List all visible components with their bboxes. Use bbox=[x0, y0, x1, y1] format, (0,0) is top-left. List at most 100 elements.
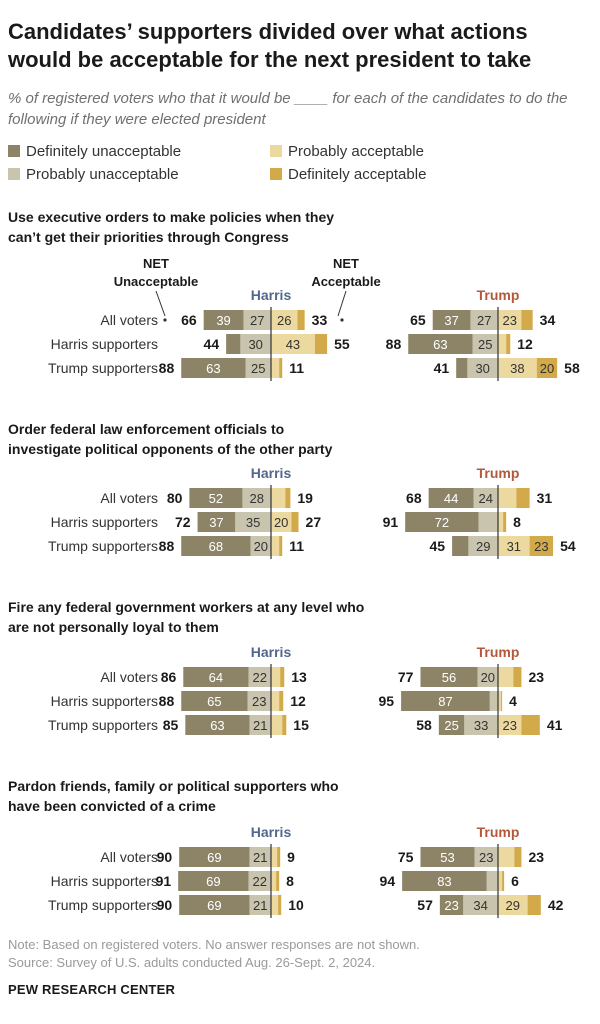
segment-value-label: 23 bbox=[444, 898, 458, 913]
legend-item-definitely-unacceptable: Definitely unacceptable bbox=[8, 142, 181, 162]
bar-segment-def-unacc bbox=[181, 691, 248, 711]
segment-value-label: 25 bbox=[251, 361, 265, 376]
net-acceptable-value: 58 bbox=[564, 360, 580, 376]
net-unacceptable-value: 85 bbox=[163, 717, 179, 733]
candidate-label-trump: Trump bbox=[477, 824, 520, 840]
bar-segment-prob-unacc bbox=[473, 488, 498, 508]
bar-segment-def-unacc bbox=[408, 334, 473, 354]
legend-item-probably-acceptable: Probably acceptable bbox=[270, 142, 424, 162]
row-label: Harris supporters bbox=[51, 693, 158, 709]
bar-segment-prob-acc bbox=[271, 512, 292, 532]
segment-value-label: 24 bbox=[479, 491, 493, 506]
segment-value-label: 21 bbox=[253, 898, 267, 913]
segment-value-label: 35 bbox=[246, 515, 260, 530]
bar-segment-prob-unacc bbox=[248, 667, 271, 687]
candidate-label-harris: Harris bbox=[251, 465, 292, 481]
bar-segment-prob-acc bbox=[498, 691, 502, 711]
segment-value-label: 56 bbox=[442, 670, 456, 685]
segment-value-label: 30 bbox=[475, 361, 489, 376]
segment-value-label: 29 bbox=[506, 898, 520, 913]
segment-value-label: 43 bbox=[286, 337, 300, 352]
segment-value-label: 63 bbox=[210, 718, 224, 733]
net-unacceptable-value: 75 bbox=[398, 849, 414, 865]
bar-segment-prob-acc bbox=[271, 358, 280, 378]
net-unacceptable-value: 88 bbox=[159, 360, 175, 376]
net-unacceptable-value: 72 bbox=[175, 514, 191, 530]
segment-value-label: 20 bbox=[274, 515, 288, 530]
legend: Definitely unacceptable Probably unaccep… bbox=[8, 142, 593, 186]
bar-segment-prob-acc bbox=[498, 334, 507, 354]
segment-value-label: 27 bbox=[250, 313, 264, 328]
bar-segment-def-acc bbox=[521, 310, 533, 330]
net-unacceptable-value: 77 bbox=[398, 669, 414, 685]
net-acceptable-value: 10 bbox=[288, 897, 304, 913]
bar-segment-def-unacc bbox=[420, 667, 478, 687]
bar-segment-def-unacc bbox=[203, 310, 244, 330]
row-label: Trump supporters bbox=[48, 717, 158, 733]
net-acceptable-value: 23 bbox=[528, 669, 544, 685]
bar-segment-prob-unacc bbox=[463, 895, 498, 915]
net-unacceptable-header: NET bbox=[143, 256, 169, 271]
net-acceptable-value: 6 bbox=[511, 873, 519, 889]
net-unacceptable-value: 95 bbox=[379, 693, 395, 709]
net-unacceptable-value: 45 bbox=[430, 538, 446, 554]
segment-value-label: 52 bbox=[209, 491, 223, 506]
legend-label: Probably acceptable bbox=[288, 143, 424, 160]
net-unacceptable-value: 86 bbox=[161, 669, 177, 685]
bar-segment-def-acc bbox=[527, 895, 541, 915]
bar-segment-prob-unacc bbox=[250, 536, 271, 556]
net-acceptable-value: 42 bbox=[548, 897, 564, 913]
bar-segment-def-acc bbox=[279, 358, 283, 378]
bar-segment-prob-unacc bbox=[478, 512, 498, 532]
net-unacceptable-value: 90 bbox=[157, 849, 173, 865]
net-acceptable-value: 12 bbox=[290, 693, 306, 709]
bar-segment-def-unacc bbox=[432, 310, 471, 330]
bar-segment-def-unacc bbox=[197, 512, 236, 532]
bar-segment-def-unacc bbox=[181, 536, 251, 556]
segment-value-label: 53 bbox=[440, 850, 454, 865]
segment-value-label: 63 bbox=[206, 361, 220, 376]
segment-value-label: 22 bbox=[253, 874, 267, 889]
bar-segment-def-acc bbox=[529, 536, 554, 556]
legend-swatch-definitely-unacceptable bbox=[8, 145, 20, 157]
net-acceptable-value: 27 bbox=[306, 514, 322, 530]
candidate-label-trump: Trump bbox=[477, 465, 520, 481]
segment-value-label: 23 bbox=[479, 850, 493, 865]
bar-segment-prob-unacc bbox=[247, 691, 271, 711]
bar-segment-def-unacc bbox=[438, 715, 465, 735]
net-acceptable-value: 34 bbox=[540, 312, 556, 328]
segment-value-label: 37 bbox=[444, 313, 458, 328]
bar-segment-def-unacc bbox=[189, 488, 243, 508]
net-unacceptable-value: 88 bbox=[159, 693, 175, 709]
bar-segment-prob-unacc bbox=[249, 847, 271, 867]
bar-segment-def-acc bbox=[279, 691, 284, 711]
segment-value-label: 23 bbox=[252, 694, 266, 709]
row-label: Trump supporters bbox=[48, 897, 158, 913]
segment-value-label: 34 bbox=[473, 898, 487, 913]
bar-segment-prob-unacc bbox=[477, 667, 498, 687]
net-unacceptable-value: 68 bbox=[406, 490, 422, 506]
net-acceptable-value: 15 bbox=[293, 717, 309, 733]
bar-segment-prob-acc bbox=[498, 536, 530, 556]
segment-value-label: 30 bbox=[248, 337, 262, 352]
net-acceptable-value: 8 bbox=[286, 873, 294, 889]
bar-segment-def-acc bbox=[503, 512, 507, 532]
segment-value-label: 28 bbox=[249, 491, 263, 506]
bar-segment-prob-acc bbox=[271, 488, 286, 508]
net-unacceptable-value: 80 bbox=[167, 490, 183, 506]
segment-value-label: 20 bbox=[254, 539, 268, 554]
bar-segment-prob-acc bbox=[498, 871, 503, 891]
segment-value-label: 23 bbox=[534, 539, 548, 554]
legend-swatch-probably-unacceptable bbox=[8, 168, 20, 180]
legend-swatch-probably-acceptable bbox=[270, 145, 282, 157]
bar-segment-def-unacc bbox=[452, 536, 469, 556]
segment-value-label: 83 bbox=[437, 874, 451, 889]
bar-segment-prob-unacc bbox=[242, 488, 271, 508]
bar-segment-def-unacc bbox=[428, 488, 474, 508]
net-acceptable-header: Acceptable bbox=[311, 274, 380, 289]
segment-value-label: 21 bbox=[253, 718, 267, 733]
bar-segment-def-acc bbox=[502, 871, 505, 891]
bar-segment-prob-acc bbox=[271, 847, 278, 867]
bar-segment-def-unacc bbox=[456, 358, 468, 378]
bar-segment-prob-unacc bbox=[240, 334, 271, 354]
